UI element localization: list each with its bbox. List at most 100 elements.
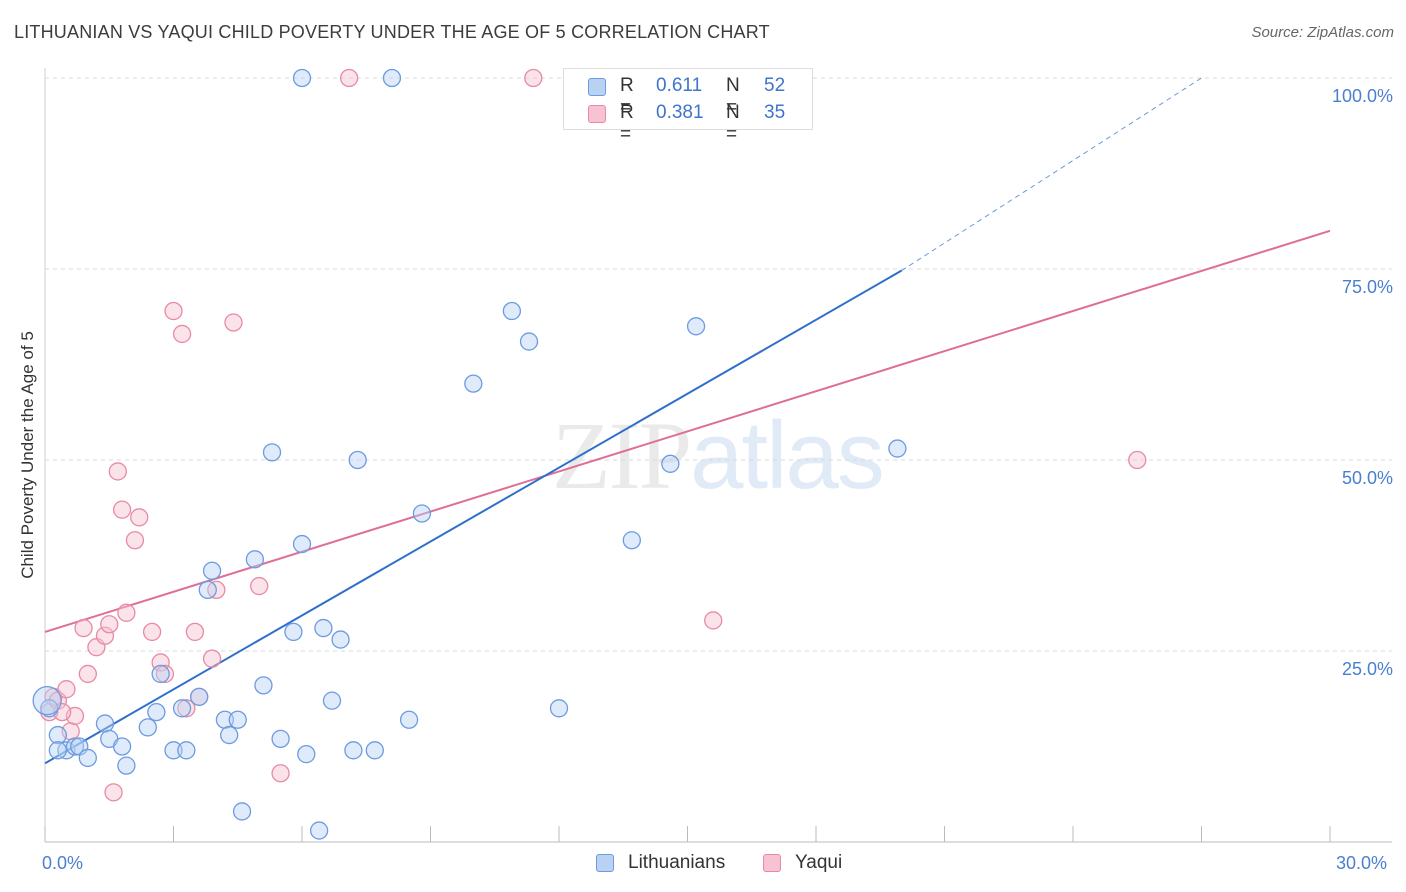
- y-tick-label: 100.0%: [1331, 86, 1393, 106]
- yaqui-point: [524, 68, 543, 88]
- lithuanians-point: [502, 301, 522, 321]
- lithuanians-trend-line: [44, 269, 903, 765]
- y-tick-label: 75.0%: [1341, 277, 1393, 297]
- lithuanians-point: [322, 691, 342, 710]
- yaqui-point: [224, 313, 243, 332]
- yaqui-point: [95, 626, 115, 645]
- yaqui-point: [177, 699, 196, 718]
- lithuanians-point: [32, 686, 62, 716]
- yaqui-point: [164, 301, 183, 321]
- r-value: 0.381: [656, 102, 704, 123]
- r-value: 0.611: [656, 75, 703, 96]
- lithuanians-trend-extension: [901, 77, 1202, 271]
- lithuanians-point: [888, 439, 907, 458]
- x-tick-max: 30.0%: [1336, 853, 1388, 873]
- yaqui-point: [78, 664, 97, 684]
- lithuanians-point: [202, 561, 222, 580]
- lithuanians-point: [309, 821, 329, 840]
- r-key: R =: [620, 75, 634, 118]
- lithuanians-point: [399, 710, 419, 729]
- axes: [44, 68, 1392, 843]
- lithuanians-point: [220, 725, 239, 745]
- y-axis-label: Child Poverty Under the Age of 5: [18, 331, 37, 579]
- lithuanians-point: [112, 737, 132, 756]
- yaqui-point: [100, 615, 119, 634]
- yaqui-point: [74, 618, 93, 638]
- lithuanians-point: [48, 741, 67, 760]
- lithuanians-point: [164, 741, 183, 760]
- lithuanians-point: [190, 687, 209, 706]
- lithuanians-point: [78, 748, 97, 768]
- n-key: N =: [726, 102, 740, 145]
- lithuanians-point: [344, 741, 363, 760]
- yaqui-point: [104, 783, 123, 802]
- yaqui-point: [339, 68, 359, 88]
- source-credit: Source: ZipAtlas.com: [1251, 24, 1394, 41]
- x-tick-min: 0.0%: [42, 853, 84, 873]
- lithuanians-point: [348, 450, 367, 470]
- yaqui-point: [202, 649, 222, 668]
- n-value: 52: [764, 75, 786, 96]
- lithuanians-point: [292, 68, 312, 88]
- yaqui-legend-swatch: [763, 854, 781, 872]
- lithuanians-point: [138, 718, 157, 737]
- lithuanians-point: [245, 550, 265, 569]
- yaqui-point: [704, 611, 723, 630]
- yaqui-point: [1128, 450, 1147, 470]
- y-tick-label: 25.0%: [1341, 659, 1393, 679]
- lithuanians-point: [365, 741, 384, 760]
- yaqui-point: [155, 664, 175, 684]
- lithuanians-point: [147, 702, 166, 722]
- y-tick-label: 50.0%: [1341, 468, 1393, 488]
- lithuanians-point: [172, 699, 192, 718]
- yaqui-point: [125, 531, 145, 550]
- lithuanians-point: [519, 332, 539, 351]
- lithuanians-point: [412, 504, 432, 523]
- lithuanians-point: [284, 622, 303, 642]
- lithuanians-point: [151, 664, 170, 684]
- yaqui-trend-line: [44, 229, 1331, 633]
- n-value: 35: [764, 102, 786, 123]
- yaqui-legend-label: Yaqui: [795, 852, 843, 873]
- lithuanians-point: [177, 741, 196, 760]
- lithuanians-point: [254, 676, 273, 695]
- lithuanians-point: [622, 531, 641, 550]
- lithuanians-legend-swatch: [596, 854, 614, 872]
- yaqui-point: [271, 764, 290, 783]
- lithuanians-point: [198, 580, 217, 600]
- lithuanians-point: [331, 630, 350, 649]
- yaqui-point: [117, 603, 136, 622]
- yaqui-point: [142, 622, 162, 642]
- lithuanians-legend-label: Lithuanians: [628, 852, 726, 873]
- grid-lines: [45, 77, 1392, 652]
- yaqui-point: [250, 576, 269, 596]
- lithuanians-swatch: [588, 78, 606, 96]
- yaqui-point: [172, 324, 192, 344]
- lithuanians-point: [117, 756, 136, 775]
- yaqui-point: [130, 508, 149, 527]
- lithuanians-point: [228, 710, 247, 729]
- trend-lines: [44, 77, 1331, 765]
- r-key: R =: [620, 102, 634, 145]
- data-points: [32, 68, 1147, 840]
- lithuanians-point: [314, 618, 333, 638]
- lithuanians-point: [549, 699, 569, 718]
- yaqui-point: [185, 622, 205, 642]
- chart-title: LITHUANIAN VS YAQUI CHILD POVERTY UNDER …: [14, 22, 770, 42]
- lithuanians-point: [382, 68, 402, 88]
- lithuanians-point: [271, 729, 290, 749]
- n-key: N =: [726, 75, 740, 118]
- lithuanians-point: [686, 317, 706, 336]
- lithuanians-point: [464, 374, 483, 393]
- lithuanians-point: [65, 737, 85, 756]
- yaqui-point: [57, 680, 76, 699]
- lithuanians-point: [292, 534, 312, 554]
- lithuanians-point: [262, 443, 282, 462]
- lithuanians-point: [48, 725, 67, 745]
- yaqui-swatch: [588, 105, 606, 123]
- yaqui-point: [112, 500, 132, 519]
- lithuanians-point: [661, 454, 680, 473]
- yaqui-point: [108, 462, 127, 481]
- lithuanians-point: [232, 802, 252, 821]
